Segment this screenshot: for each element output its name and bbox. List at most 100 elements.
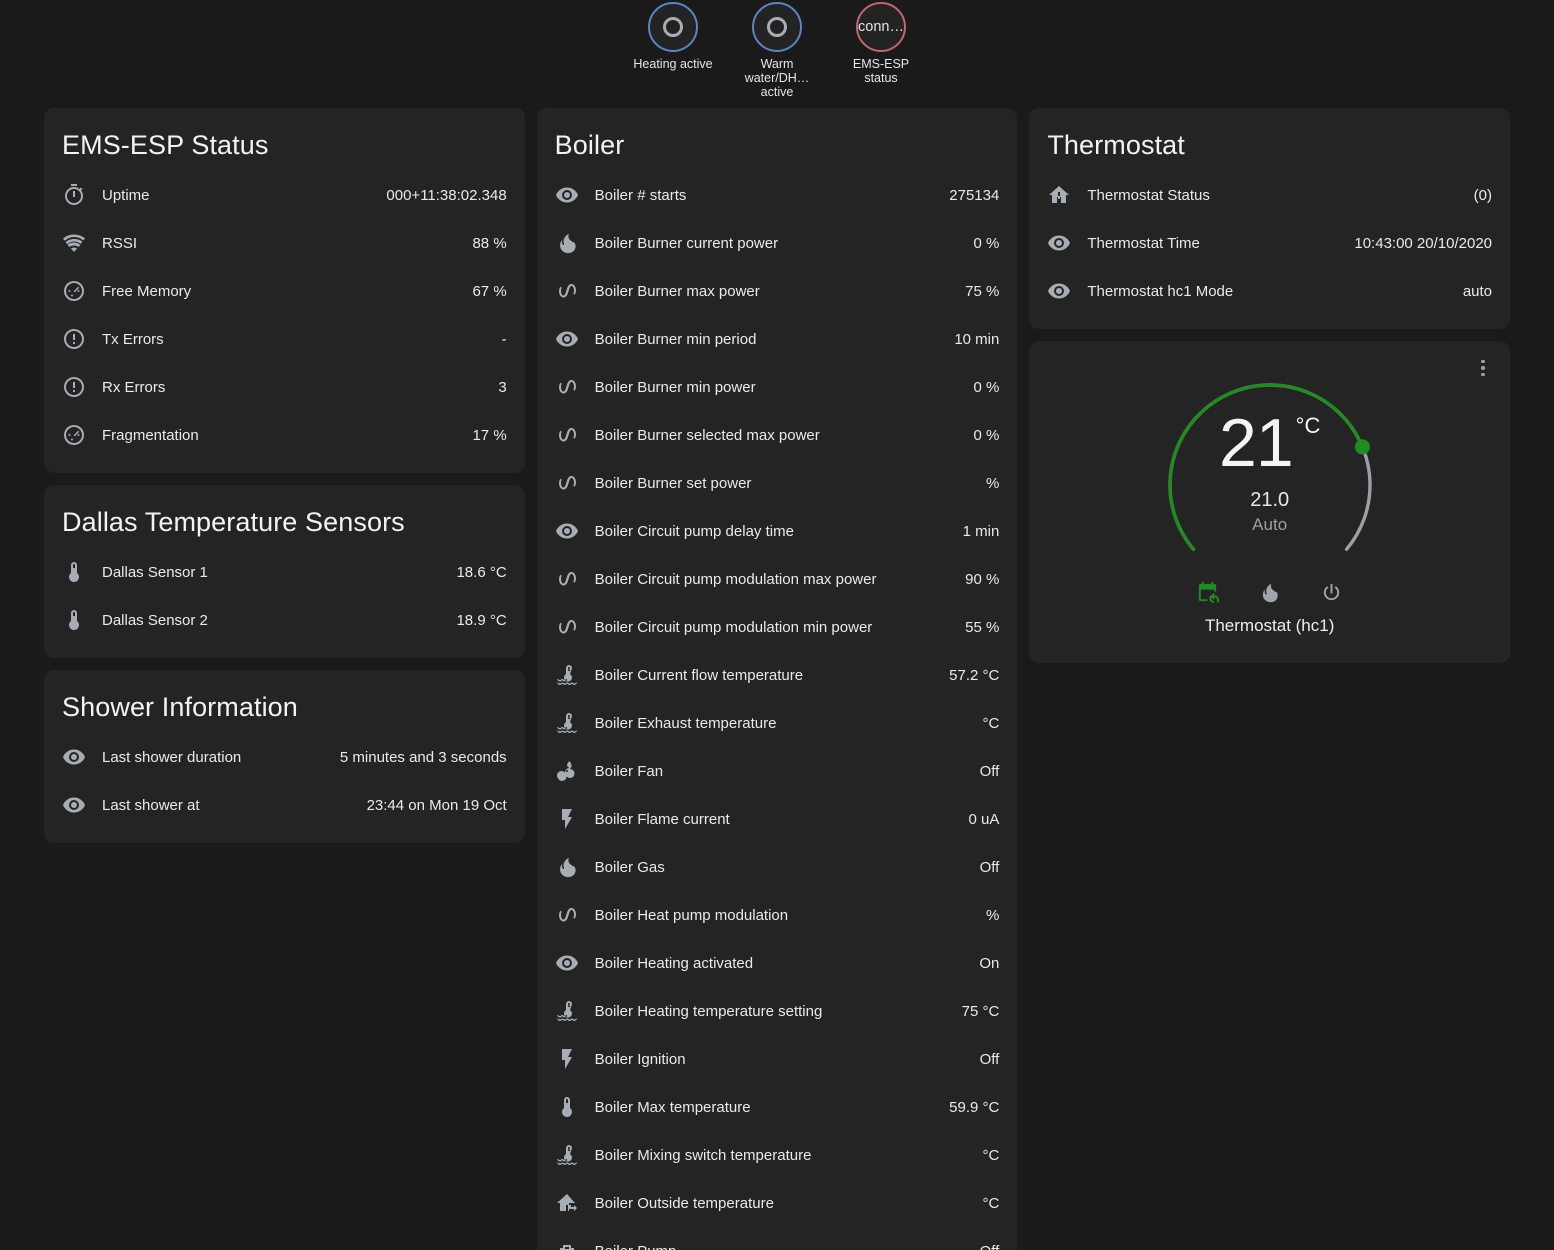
table-row[interactable]: Thermostat hc1 Mode auto: [1029, 267, 1510, 315]
table-row[interactable]: Boiler Outside temperature °C: [537, 1179, 1018, 1227]
sine-wave-icon: [558, 380, 576, 394]
row-list: Dallas Sensor 1 18.6 °C Dallas Sensor 2 18.…: [44, 548, 525, 644]
card-shower-information: Shower Information Last shower duration 5…: [44, 670, 525, 843]
row-label: Boiler Circuit pump modulation max power: [594, 570, 877, 588]
calendar-sync-icon[interactable]: [1195, 579, 1221, 605]
table-row[interactable]: Boiler Fan Off: [537, 747, 1018, 795]
table-row[interactable]: Dallas Sensor 2 18.9 °C: [44, 596, 525, 644]
table-row[interactable]: Boiler Max temperature 59.9 °C: [537, 1083, 1018, 1131]
badge-circle[interactable]: [752, 2, 802, 52]
column-left: EMS-ESP Status Uptime 000+11:38:02.348 RSS…: [44, 108, 525, 843]
row-label: RSSI: [102, 234, 138, 252]
row-label: Boiler Current flow temperature: [594, 666, 804, 684]
gauge-icon: [64, 425, 84, 445]
power-icon[interactable]: [1319, 579, 1345, 605]
table-row[interactable]: Last shower at 23:44 on Mon 19 Oct: [44, 781, 525, 829]
row-label: Boiler Outside temperature: [594, 1194, 774, 1212]
row-value: 75 %: [965, 282, 1000, 300]
table-row[interactable]: Last shower duration 5 minutes and 3 seco…: [44, 733, 525, 781]
badge-warm-water-active[interactable]: Warm water/DH… active: [734, 2, 820, 99]
badge-circle[interactable]: conne…: [856, 2, 906, 52]
row-label: Boiler Heating temperature setting: [594, 1002, 823, 1020]
water-thermometer-icon: [557, 1001, 577, 1021]
row-value: 3: [498, 378, 507, 396]
table-row[interactable]: Boiler Exhaust temperature °C: [537, 699, 1018, 747]
flash-icon: [561, 809, 572, 829]
table-row[interactable]: Boiler Burner current power 0 %: [537, 219, 1018, 267]
sine-wave-icon: [555, 423, 595, 447]
card-title: Thermostat: [1047, 130, 1185, 160]
table-row[interactable]: Boiler Heating temperature setting 75 °C: [537, 987, 1018, 1035]
alert-circle-icon: [64, 329, 84, 349]
row-value: 0 uA: [968, 810, 1000, 828]
row-value: Off: [979, 858, 1000, 876]
table-row[interactable]: Boiler Ignition Off: [537, 1035, 1018, 1083]
gauge-icon: [64, 281, 84, 301]
more-options-icon[interactable]: [1470, 355, 1496, 381]
row-value: 17 %: [472, 426, 507, 444]
row-value: On: [979, 954, 1000, 972]
sine-wave-icon: [558, 908, 576, 922]
badge-circle[interactable]: [648, 2, 698, 52]
row-label: Thermostat hc1 Mode: [1087, 282, 1234, 300]
table-row[interactable]: Fragmentation 17 %: [44, 411, 525, 459]
table-row[interactable]: Boiler Circuit pump modulation max power…: [537, 555, 1018, 603]
table-row[interactable]: Boiler Circuit pump modulation min power…: [537, 603, 1018, 651]
fan-icon: [555, 759, 595, 783]
home-alert-icon: [1047, 183, 1087, 207]
sine-wave-icon: [555, 375, 595, 399]
dial-arc[interactable]: [1150, 367, 1390, 607]
row-label: Boiler Ignition: [594, 1050, 686, 1068]
table-row[interactable]: Boiler Flame current 0 uA: [537, 795, 1018, 843]
table-row[interactable]: Thermostat Time 10:43:00 20/10/2020: [1029, 219, 1510, 267]
table-row[interactable]: Boiler Circuit pump delay time 1 min: [537, 507, 1018, 555]
eye-icon: [555, 331, 578, 347]
row-label: Boiler Exhaust temperature: [594, 714, 777, 732]
table-row[interactable]: Uptime 000+11:38:02.348: [44, 171, 525, 219]
table-row[interactable]: Boiler Burner min period 10 min: [537, 315, 1018, 363]
table-row[interactable]: Boiler Mixing switch temperature °C: [537, 1131, 1018, 1179]
table-row[interactable]: Boiler Heating activated On: [537, 939, 1018, 987]
column-middle: Boiler Boiler # starts 275134 Boiler Burne…: [536, 108, 1018, 1250]
row-value: 0 %: [973, 378, 1000, 396]
table-row[interactable]: Boiler Burner set power%: [537, 459, 1018, 507]
badge-ems-esp-status[interactable]: conne… EMS-ESP status: [838, 2, 924, 85]
table-row[interactable]: Boiler # starts 275134: [537, 171, 1018, 219]
table-row[interactable]: Boiler Current flow temperature 57.2 °C: [537, 651, 1018, 699]
row-label: Boiler Flame current: [594, 810, 730, 828]
row-label: Boiler Burner max power: [594, 282, 760, 300]
row-value: 55 %: [965, 618, 1000, 636]
water-thermometer-icon: [557, 1145, 577, 1165]
row-label: Boiler Circuit pump modulation min power: [594, 618, 873, 636]
row-value: %: [986, 474, 1000, 492]
sine-wave-icon: [558, 428, 576, 442]
table-row[interactable]: Boiler Burner max power 75 %: [537, 267, 1018, 315]
table-row[interactable]: Boiler Burner selected max power 0 %: [537, 411, 1018, 459]
timer-icon: [65, 184, 83, 205]
table-row[interactable]: Dallas Sensor 1 18.6 °C: [44, 548, 525, 596]
row-value: -: [501, 330, 507, 348]
row-list: Boiler # starts 275134 Boiler Burner curre…: [537, 171, 1018, 1250]
table-row[interactable]: Rx Errors 3: [44, 363, 525, 411]
badge-heating-active[interactable]: Heating active: [630, 2, 716, 71]
badge-label: EMS-ESP status: [852, 57, 910, 85]
wifi-icon: [63, 234, 85, 252]
table-row[interactable]: Boiler Gas Off: [537, 843, 1018, 891]
table-row[interactable]: Boiler Heat pump modulation%: [537, 891, 1018, 939]
row-label: Boiler Burner min power: [594, 378, 756, 396]
table-row[interactable]: Thermostat Status (0): [1029, 171, 1510, 219]
row-value: Off: [979, 762, 1000, 780]
sine-wave-icon: [555, 471, 595, 495]
table-row[interactable]: Tx Errors -: [44, 315, 525, 363]
table-row[interactable]: Boiler Burner min power 0 %: [537, 363, 1018, 411]
fire-icon: [555, 231, 595, 255]
alert-circle-icon: [64, 377, 84, 397]
table-row[interactable]: RSSI 88 %: [44, 219, 525, 267]
table-row[interactable]: Boiler PumpOff: [537, 1227, 1018, 1250]
thermostat-dial[interactable]: 21 °C 21.0 Auto: [1150, 367, 1390, 577]
table-row[interactable]: Free Memory 67 %: [44, 267, 525, 315]
row-label: Fragmentation: [102, 426, 199, 444]
fire-icon[interactable]: [1257, 579, 1283, 605]
row-label: Boiler Burner selected max power: [594, 426, 820, 444]
eye-icon: [63, 749, 85, 765]
